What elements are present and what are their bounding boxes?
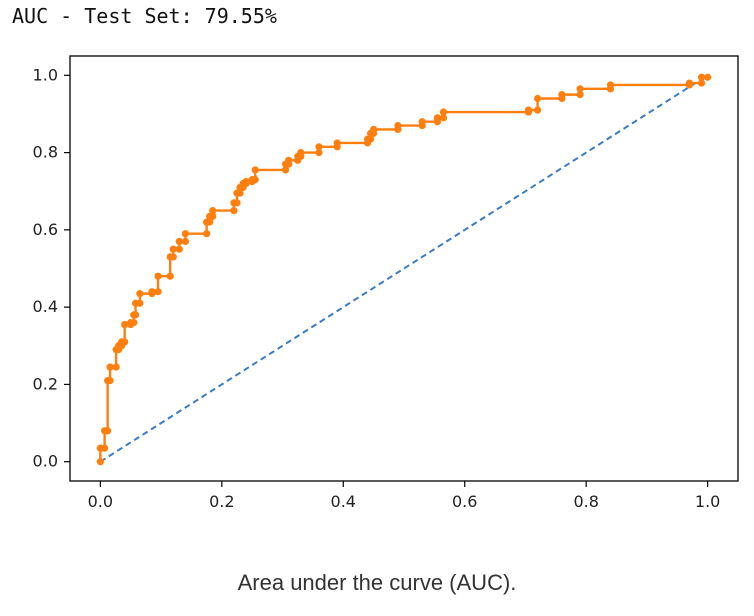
y-tick-label: 0.4 xyxy=(33,297,58,316)
roc-point xyxy=(106,376,114,385)
roc-point xyxy=(439,114,448,122)
roc-point xyxy=(181,230,189,238)
roc-point xyxy=(169,245,177,253)
roc-point xyxy=(418,118,426,126)
y-tick-label: 0.8 xyxy=(33,143,58,162)
x-tick-label: 0.6 xyxy=(452,492,477,511)
roc-point xyxy=(315,143,323,151)
roc-point xyxy=(558,91,566,99)
roc-point xyxy=(96,458,104,466)
roc-point xyxy=(101,444,109,452)
roc-point xyxy=(233,199,241,207)
roc-point xyxy=(704,73,712,81)
roc-point xyxy=(130,318,138,327)
roc-point xyxy=(169,253,177,261)
roc-point xyxy=(576,91,584,99)
roc-point xyxy=(297,148,305,157)
axis-ticks: 0.0 0.2 0.4 0.6 0.8 1.0 0.0 0.2 0.4 0.6 0.8 1.0 xyxy=(33,65,721,511)
roc-point xyxy=(154,288,162,296)
roc-point xyxy=(251,176,259,184)
roc-point xyxy=(112,363,120,371)
roc-point xyxy=(230,206,238,215)
roc-point xyxy=(121,320,129,329)
series-layer xyxy=(96,73,712,466)
roc-point xyxy=(281,166,290,174)
roc-point xyxy=(394,121,402,130)
roc-point xyxy=(433,114,441,122)
roc-point xyxy=(209,206,217,215)
x-tick-label: 1.0 xyxy=(695,492,720,511)
roc-point xyxy=(685,79,694,87)
roc-point xyxy=(106,363,114,371)
roc-point xyxy=(370,125,378,134)
roc-point xyxy=(104,427,112,435)
roc-point xyxy=(285,156,293,164)
roc-point xyxy=(439,108,448,116)
roc-point xyxy=(576,85,584,93)
x-tick-label: 0.8 xyxy=(573,492,598,511)
roc-point xyxy=(697,79,706,87)
y-tick-label: 0.0 xyxy=(33,452,58,471)
plot-frame xyxy=(69,55,739,482)
roc-point xyxy=(251,166,259,174)
figure-caption: Area under the curve (AUC). xyxy=(237,570,517,595)
roc-point xyxy=(175,245,183,253)
roc-point xyxy=(524,106,533,114)
roc-point xyxy=(131,311,140,319)
roc-point xyxy=(534,94,542,103)
roc-point xyxy=(136,290,144,298)
roc-curve-line xyxy=(99,76,708,462)
roc-point xyxy=(154,272,162,280)
roc-point xyxy=(236,189,244,197)
roc-point xyxy=(203,230,211,238)
roc-point xyxy=(121,338,129,346)
roc-point xyxy=(136,299,144,307)
roc-point xyxy=(175,237,183,246)
auc-header: AUC - Test Set: 79.55% xyxy=(12,4,277,28)
y-tick-label: 0.2 xyxy=(33,374,58,393)
roc-point xyxy=(148,288,156,296)
roc-point xyxy=(315,148,323,157)
roc-point xyxy=(242,177,250,186)
roc-point xyxy=(209,212,217,220)
roc-point xyxy=(333,139,341,147)
roc-point xyxy=(206,218,214,226)
roc-point xyxy=(534,106,542,114)
roc-point xyxy=(606,81,615,89)
x-tick-label: 0.4 xyxy=(331,492,356,511)
chance-diagonal-line xyxy=(99,74,709,463)
roc-point xyxy=(697,73,706,81)
x-tick-label: 0.0 xyxy=(88,492,113,511)
y-tick-label: 1.0 xyxy=(33,65,58,84)
x-tick-label: 0.2 xyxy=(209,492,234,511)
roc-point xyxy=(367,135,375,143)
roc-point xyxy=(166,272,174,280)
y-tick-label: 0.6 xyxy=(33,220,58,239)
roc-point xyxy=(181,237,189,246)
